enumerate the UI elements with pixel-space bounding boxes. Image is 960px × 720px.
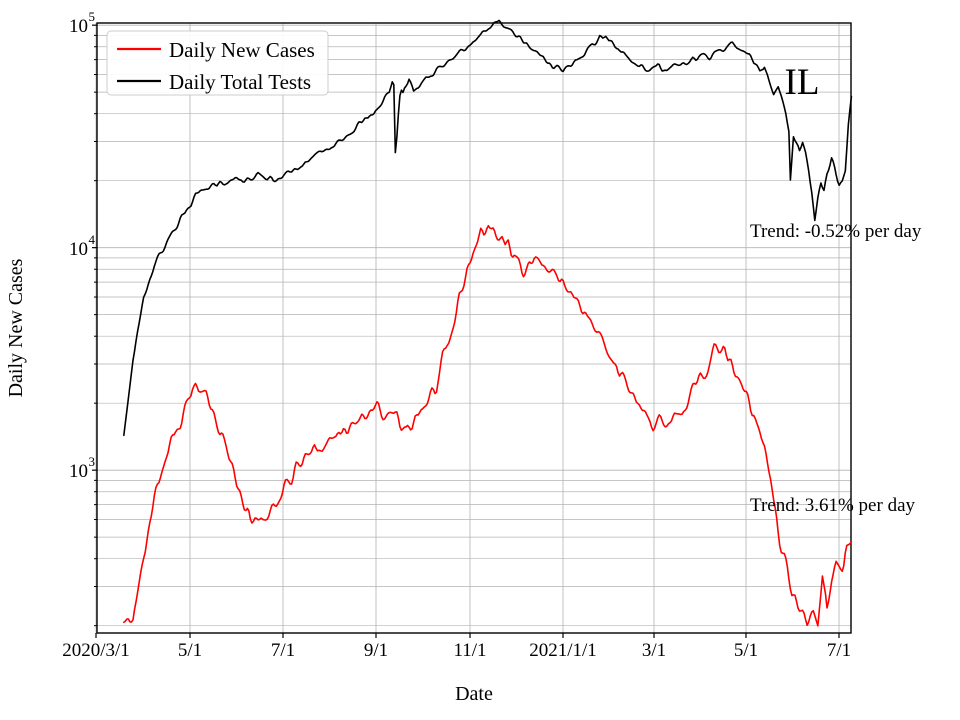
svg-text:7/1: 7/1: [271, 640, 295, 661]
svg-text:5/1: 5/1: [734, 640, 758, 661]
svg-text:10: 10: [69, 239, 88, 260]
svg-text:4: 4: [89, 232, 96, 247]
svg-text:10: 10: [69, 16, 88, 37]
svg-text:Trend: 3.61% per day: Trend: 3.61% per day: [750, 495, 915, 516]
svg-text:5: 5: [89, 9, 96, 24]
svg-text:Trend: -0.52% per day: Trend: -0.52% per day: [750, 221, 922, 242]
svg-text:11/1: 11/1: [453, 640, 486, 661]
svg-text:5/1: 5/1: [178, 640, 202, 661]
svg-text:Daily New Cases: Daily New Cases: [5, 258, 27, 397]
svg-text:Daily New Cases: Daily New Cases: [169, 38, 315, 62]
svg-text:3: 3: [89, 454, 96, 469]
svg-text:Daily Total Tests: Daily Total Tests: [169, 70, 311, 94]
svg-text:10: 10: [69, 461, 88, 482]
svg-text:3/1: 3/1: [642, 640, 666, 661]
svg-text:IL: IL: [785, 62, 820, 103]
svg-text:9/1: 9/1: [364, 640, 388, 661]
svg-text:2021/1/1: 2021/1/1: [529, 640, 597, 661]
svg-text:2020/3/1: 2020/3/1: [62, 640, 130, 661]
svg-text:Date: Date: [455, 683, 493, 705]
svg-text:7/1: 7/1: [827, 640, 851, 661]
